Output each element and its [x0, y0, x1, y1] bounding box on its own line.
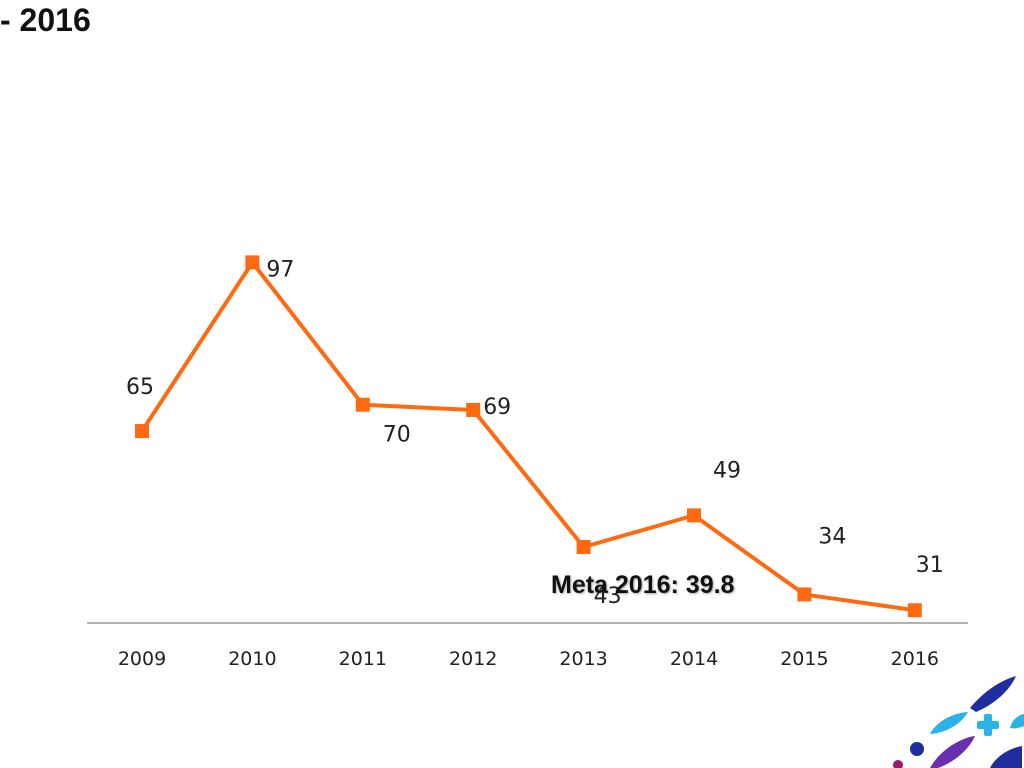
data-label: 31 — [916, 553, 944, 578]
x-tick-label: 2011 — [339, 648, 387, 670]
data-label: 65 — [126, 375, 154, 400]
data-point-marker — [907, 603, 922, 618]
dot-navy — [910, 742, 924, 756]
x-tick-label: 2015 — [780, 648, 828, 670]
data-point-marker — [797, 587, 812, 602]
x-tick-label: 2014 — [670, 648, 718, 670]
page-title: - 2016 — [0, 2, 91, 38]
x-tick-label: 2016 — [891, 648, 939, 670]
data-point-marker — [355, 397, 370, 412]
data-point-marker — [466, 402, 481, 417]
leaf-shape-navy-large — [970, 676, 1016, 712]
leaf-shape-sky-small — [1010, 714, 1024, 729]
data-labels: 65 97 70 69 43 49 34 31 — [126, 257, 944, 609]
data-point-marker — [687, 508, 701, 523]
data-label: 69 — [483, 395, 511, 420]
x-axis-ticks: 2009 2010 2011 2012 2013 2014 2015 2016 — [118, 648, 939, 670]
data-label: 34 — [818, 524, 846, 549]
x-tick-label: 2010 — [228, 648, 276, 670]
series-line — [135, 255, 922, 618]
data-label: 43 — [594, 584, 622, 609]
x-tick-label: 2013 — [559, 648, 607, 670]
data-label: 70 — [383, 423, 411, 448]
medical-cross-icon — [977, 714, 999, 736]
leaf-shape-navy-bottom — [990, 746, 1022, 768]
x-tick-label: 2009 — [118, 648, 166, 670]
data-point-marker — [576, 539, 591, 554]
data-point-marker — [245, 255, 260, 270]
data-label: 49 — [713, 458, 741, 483]
meta-annotation: Meta 2016: 39.8 — [551, 571, 735, 599]
leaf-shape-sky — [930, 712, 968, 734]
series-polyline — [140, 260, 916, 613]
leaf-shape-purple — [930, 736, 975, 768]
data-point-marker — [135, 424, 149, 439]
data-label: 97 — [266, 257, 294, 282]
cross-horizontal-bar — [977, 721, 999, 729]
dot-magenta — [893, 760, 903, 768]
x-tick-label: 2012 — [449, 648, 497, 670]
